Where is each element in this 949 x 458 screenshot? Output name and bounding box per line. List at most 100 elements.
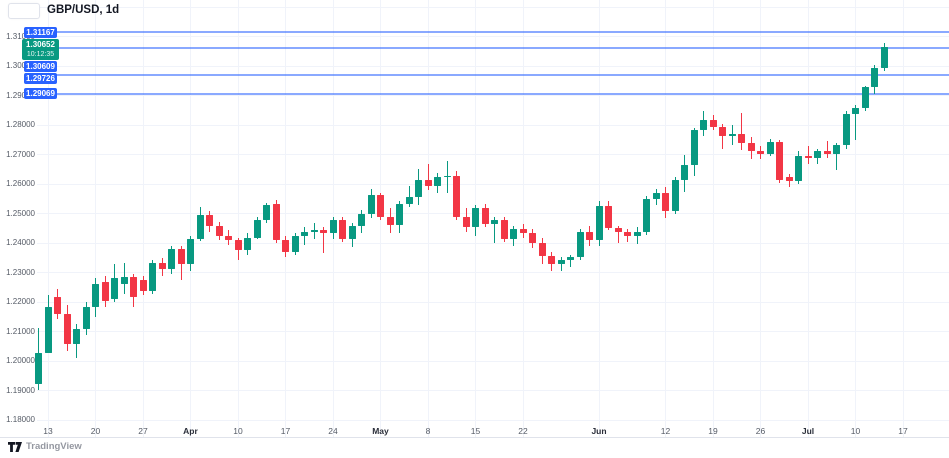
price-scale[interactable]: 1.18000 1.19000 1.20000 1.21000 1.22000 1.230… bbox=[0, 0, 37, 458]
time-scale-label: Jul bbox=[801, 426, 815, 436]
candle-body bbox=[225, 236, 232, 240]
candle-body bbox=[253, 219, 261, 238]
price-scale-label: 1.18000 bbox=[6, 415, 35, 425]
grid-line bbox=[142, 0, 144, 437]
candle-body bbox=[92, 283, 99, 308]
grid-line bbox=[37, 154, 949, 156]
time-scale-label: 20 bbox=[90, 426, 101, 436]
alert-line[interactable] bbox=[37, 31, 949, 33]
grid-line bbox=[37, 95, 949, 97]
candle-wick bbox=[722, 123, 723, 149]
candle-body bbox=[728, 133, 736, 136]
grid-line bbox=[37, 331, 949, 333]
price-scale-label: 1.20000 bbox=[6, 356, 35, 366]
candle-body bbox=[377, 194, 384, 217]
candle-body bbox=[472, 208, 479, 228]
candle-body bbox=[415, 180, 422, 197]
alert-line[interactable] bbox=[37, 47, 949, 50]
candle-body bbox=[158, 263, 166, 270]
candle-body bbox=[263, 205, 270, 220]
candle-wick bbox=[741, 113, 742, 151]
candle-wick bbox=[304, 227, 305, 245]
candle-wick bbox=[826, 140, 828, 158]
grid-line bbox=[37, 360, 949, 362]
grid-line bbox=[522, 0, 524, 437]
candle-body bbox=[738, 133, 745, 144]
candle-body bbox=[586, 231, 593, 241]
candle-body bbox=[833, 144, 840, 155]
grid-line bbox=[427, 0, 429, 437]
alert-line[interactable] bbox=[37, 73, 949, 76]
grid-line bbox=[665, 0, 666, 437]
time-scale-label: 22 bbox=[518, 426, 528, 436]
candle-body bbox=[329, 219, 337, 234]
candle-body bbox=[424, 180, 432, 186]
symbol-title[interactable]: GBP/USD, 1d bbox=[47, 4, 120, 16]
candle-body bbox=[73, 328, 80, 345]
candle-body bbox=[880, 47, 888, 68]
candle-wick bbox=[560, 256, 562, 272]
candle-wick bbox=[807, 146, 809, 165]
tradingview-attribution[interactable]: TradingView bbox=[8, 441, 82, 452]
price-scale-label: 1.23000 bbox=[6, 267, 35, 277]
symbol-logo-button[interactable] bbox=[8, 3, 40, 19]
grid-line bbox=[285, 0, 286, 437]
price-scale-label: 1.29000 bbox=[6, 90, 35, 100]
candle-body bbox=[44, 306, 52, 353]
candle-body bbox=[111, 277, 118, 299]
candle-body bbox=[453, 175, 460, 217]
grid-line bbox=[37, 124, 949, 126]
candle-wick bbox=[408, 185, 410, 207]
candle-body bbox=[500, 219, 508, 239]
time-scale[interactable]: 13 20 27 Apr 10 17 24 May 8 15 22 Jun 12 19 26 Jul 10 17 bbox=[0, 421, 949, 458]
price-scale-label: 1.27000 bbox=[6, 149, 35, 159]
price-scale-label: 1.24000 bbox=[6, 238, 35, 248]
grid-line bbox=[37, 272, 949, 274]
candle-body bbox=[434, 177, 441, 186]
candle-body bbox=[82, 307, 90, 329]
candle-body bbox=[795, 156, 802, 181]
candle-body bbox=[757, 150, 764, 155]
candle-body bbox=[101, 282, 109, 301]
candle-body bbox=[405, 196, 413, 204]
candle-body bbox=[301, 232, 308, 237]
grid-line bbox=[760, 0, 761, 437]
candle-body bbox=[519, 229, 527, 234]
candle-wick bbox=[446, 160, 448, 194]
candle-body bbox=[149, 263, 156, 292]
candle-body bbox=[35, 352, 42, 384]
grid-line bbox=[37, 242, 949, 244]
candle-body bbox=[282, 239, 289, 253]
candle-body bbox=[206, 214, 213, 226]
candle-body bbox=[861, 87, 869, 108]
time-scale-label: 19 bbox=[708, 426, 718, 436]
time-scale-label: 10 bbox=[233, 426, 243, 436]
candle-wick bbox=[617, 225, 619, 244]
candle-body bbox=[633, 231, 641, 237]
grid-line bbox=[37, 65, 949, 67]
candle-body bbox=[481, 208, 489, 225]
time-scale-label: 17 bbox=[898, 426, 908, 436]
grid-line bbox=[47, 0, 49, 437]
time-scale-label: 15 bbox=[470, 426, 481, 436]
time-scale-label: 24 bbox=[328, 426, 338, 436]
candle-body bbox=[339, 219, 346, 239]
candle-body bbox=[310, 230, 318, 233]
grid-line bbox=[37, 213, 949, 215]
price-scale-label: 1.25000 bbox=[6, 208, 35, 218]
candle-body bbox=[168, 249, 175, 270]
candle-body bbox=[54, 297, 61, 314]
grid-line bbox=[37, 36, 949, 38]
candle-body bbox=[804, 156, 812, 159]
candle-wick bbox=[494, 217, 495, 244]
grid-line bbox=[902, 0, 904, 437]
candle-body bbox=[690, 129, 698, 166]
candle-body bbox=[747, 143, 755, 151]
grid-line bbox=[855, 0, 856, 437]
alert-line[interactable] bbox=[37, 92, 949, 95]
price-scale-label: 1.22000 bbox=[6, 297, 35, 307]
time-scale-label: 13 bbox=[43, 426, 53, 436]
